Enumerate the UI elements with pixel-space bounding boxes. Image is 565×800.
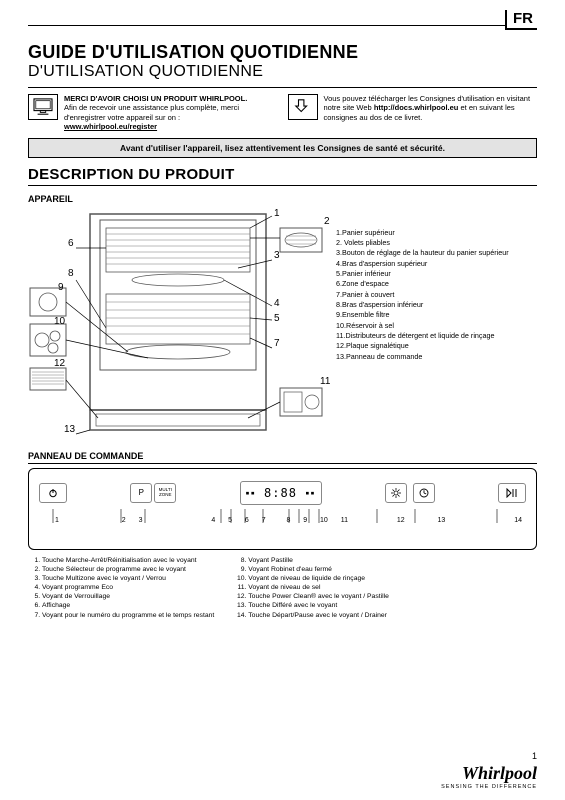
page-subtitle: D'UTILISATION QUOTIDIENNE bbox=[28, 63, 537, 81]
page-number: 1 bbox=[441, 751, 537, 761]
control-panel-diagram: P MULTIZONE ▪▪ 8:88 ▪▪ bbox=[28, 468, 537, 550]
legend-item: 4.Bras d'aspersion supérieur bbox=[336, 259, 537, 268]
legend-item: 9.Ensemble filtre bbox=[336, 310, 537, 319]
intro-left-body: Afin de recevoir une assistance plus com… bbox=[64, 103, 239, 121]
panel-legend-left: Touche Marche-Arrêt/Réinitialisation ave… bbox=[28, 556, 214, 620]
subsection-appareil: APPAREIL bbox=[28, 194, 537, 204]
legend-item: 7.Panier à couvert bbox=[336, 290, 537, 299]
panel-ticks bbox=[29, 509, 536, 527]
legend-item: Touche Départ/Pause avec le voyant / Dra… bbox=[248, 611, 389, 620]
footer: 1 Whirlpool SENSING THE DIFFERENCE bbox=[28, 751, 537, 790]
safety-warning: Avant d'utiliser l'appareil, lisez atten… bbox=[28, 138, 537, 158]
start-pause-button[interactable] bbox=[498, 483, 526, 503]
intro-right: Vous pouvez télécharger les Consignes d'… bbox=[288, 94, 538, 132]
clock-icon bbox=[419, 488, 429, 498]
callout-5: 5 bbox=[274, 313, 280, 324]
divider bbox=[28, 87, 537, 88]
legend-item: 12.Plaque signalétique bbox=[336, 341, 537, 350]
callout-4: 4 bbox=[274, 298, 280, 309]
callout-11: 11 bbox=[320, 376, 330, 387]
legend-item: Voyant de niveau de sel bbox=[248, 583, 389, 592]
callout-10: 10 bbox=[54, 316, 65, 327]
intro-row: MERCI D'AVOIR CHOISI UN PRODUIT WHIRLPOO… bbox=[28, 94, 537, 132]
appareil-row: 1 2 3 4 5 6 7 8 9 10 11 12 13 1.Panier s… bbox=[28, 208, 537, 443]
delay-button[interactable] bbox=[413, 483, 435, 503]
legend-item: Voyant pour le numéro du programme et le… bbox=[42, 611, 214, 620]
spray-icon bbox=[391, 488, 401, 498]
dishwasher-diagram: 1 2 3 4 5 6 7 8 9 10 11 12 13 bbox=[28, 208, 328, 443]
page-title: GUIDE D'UTILISATION QUOTIDIENNE bbox=[28, 42, 537, 63]
legend-item: Touche Différé avec le voyant bbox=[248, 601, 389, 610]
legend-item: Voyant Robinet d'eau fermé bbox=[248, 565, 389, 574]
legend-item: 8.Bras d'aspersion inférieur bbox=[336, 300, 537, 309]
legend-item: 1.Panier supérieur bbox=[336, 228, 537, 237]
register-link[interactable]: www.whirlpool.eu/register bbox=[64, 122, 157, 131]
legend-item: Touche Multizone avec le voyant / Verrou bbox=[42, 574, 214, 583]
brand-tagline: SENSING THE DIFFERENCE bbox=[441, 784, 537, 790]
power-button[interactable] bbox=[39, 483, 67, 503]
subsection-panel: PANNEAU DE COMMANDE bbox=[28, 451, 537, 464]
monitor-icon bbox=[28, 94, 58, 120]
legend-item: 3.Bouton de réglage de la hauteur du pan… bbox=[336, 248, 537, 257]
callout-3: 3 bbox=[274, 250, 280, 261]
power-icon bbox=[48, 488, 58, 498]
legend-item: 6.Zone d'espace bbox=[336, 279, 537, 288]
legend-item: Touche Sélecteur de programme avec le vo… bbox=[42, 565, 214, 574]
program-button[interactable]: P bbox=[130, 483, 152, 503]
docs-link[interactable]: http://docs.whirlpool.eu bbox=[374, 103, 459, 112]
brand-logo: Whirlpool bbox=[441, 763, 537, 784]
intro-left-bold: MERCI D'AVOIR CHOISI UN PRODUIT WHIRLPOO… bbox=[64, 94, 247, 103]
panel-legend-right: Voyant Pastille Voyant Robinet d'eau fer… bbox=[234, 556, 389, 620]
intro-right-text: Vous pouvez télécharger les Consignes d'… bbox=[324, 94, 538, 132]
callout-12: 12 bbox=[54, 358, 65, 369]
header-rule bbox=[28, 25, 505, 26]
intro-left: MERCI D'AVOIR CHOISI UN PRODUIT WHIRLPOO… bbox=[28, 94, 278, 132]
display: ▪▪ 8:88 ▪▪ bbox=[240, 481, 322, 505]
legend-item: 5.Panier inférieur bbox=[336, 269, 537, 278]
legend-item: 11.Distributeurs de détergent et liquide… bbox=[336, 331, 537, 340]
callout-6: 6 bbox=[68, 238, 74, 249]
legend-item: Voyant de niveau de liquide de rinçage bbox=[248, 574, 389, 583]
legend-item: Voyant Pastille bbox=[248, 556, 389, 565]
legend-item: 2. Volets pliables bbox=[336, 238, 537, 247]
powerclean-button[interactable] bbox=[385, 483, 407, 503]
callout-2: 2 bbox=[324, 216, 330, 227]
section-product-description: DESCRIPTION DU PRODUIT bbox=[28, 166, 537, 186]
appareil-legend: 1.Panier supérieur 2. Volets pliables 3.… bbox=[336, 208, 537, 443]
callout-13: 13 bbox=[64, 424, 75, 435]
callout-1: 1 bbox=[274, 208, 280, 219]
language-tab: FR bbox=[505, 10, 537, 30]
legend-item: Voyant de Verrouillage bbox=[42, 592, 214, 601]
multizone-button[interactable]: MULTIZONE bbox=[154, 483, 176, 503]
callout-7: 7 bbox=[274, 338, 280, 349]
legend-item: 13.Panneau de commande bbox=[336, 352, 537, 361]
page: FR GUIDE D'UTILISATION QUOTIDIENNE D'UTI… bbox=[0, 0, 565, 800]
callout-8: 8 bbox=[68, 268, 74, 279]
legend-item: Affichage bbox=[42, 601, 214, 610]
panel-legend: Touche Marche-Arrêt/Réinitialisation ave… bbox=[28, 556, 537, 620]
legend-item: 10.Réservoir à sel bbox=[336, 321, 537, 330]
callout-9: 9 bbox=[58, 282, 64, 293]
legend-item: Touche Power Clean® avec le voyant / Pas… bbox=[248, 592, 389, 601]
legend-item: Voyant programme Eco bbox=[42, 583, 214, 592]
intro-left-text: MERCI D'AVOIR CHOISI UN PRODUIT WHIRLPOO… bbox=[64, 94, 278, 132]
play-pause-icon bbox=[506, 488, 518, 498]
legend-item: Touche Marche-Arrêt/Réinitialisation ave… bbox=[42, 556, 214, 565]
download-www-icon bbox=[288, 94, 318, 120]
